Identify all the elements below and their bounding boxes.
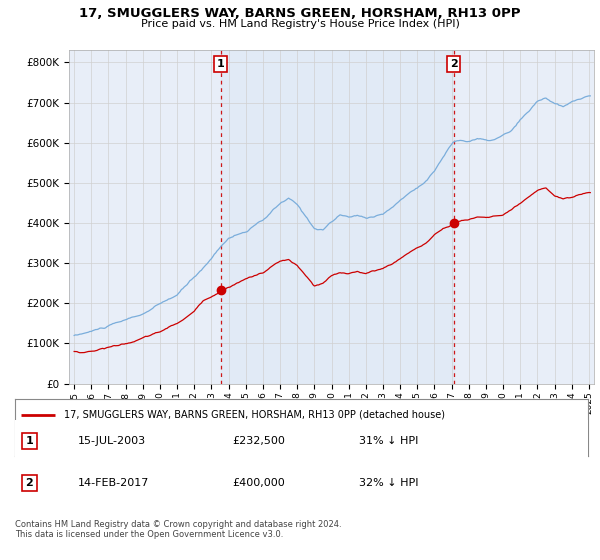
Text: £232,500: £232,500 [233, 436, 286, 446]
Text: Price paid vs. HM Land Registry's House Price Index (HPI): Price paid vs. HM Land Registry's House … [140, 19, 460, 29]
Text: 17, SMUGGLERS WAY, BARNS GREEN, HORSHAM, RH13 0PP (detached house): 17, SMUGGLERS WAY, BARNS GREEN, HORSHAM,… [64, 410, 445, 420]
Text: 2: 2 [450, 59, 458, 69]
Bar [221, 50, 454, 384]
Text: Contains HM Land Registry data © Crown copyright and database right 2024.
This d: Contains HM Land Registry data © Crown c… [15, 520, 341, 539]
Text: 2: 2 [25, 478, 33, 488]
Text: 1: 1 [25, 436, 33, 446]
Text: 14-FEB-2017: 14-FEB-2017 [78, 478, 149, 488]
Text: £400,000: £400,000 [233, 478, 286, 488]
Text: 17, SMUGGLERS WAY, BARNS GREEN, HORSHAM, RH13 0PP: 17, SMUGGLERS WAY, BARNS GREEN, HORSHAM,… [79, 7, 521, 20]
Text: 31% ↓ HPI: 31% ↓ HPI [359, 436, 418, 446]
Text: HPI: Average price, detached house, Horsham: HPI: Average price, detached house, Hors… [64, 435, 289, 445]
Text: 1: 1 [217, 59, 224, 69]
Text: 32% ↓ HPI: 32% ↓ HPI [359, 478, 418, 488]
Text: 15-JUL-2003: 15-JUL-2003 [78, 436, 146, 446]
